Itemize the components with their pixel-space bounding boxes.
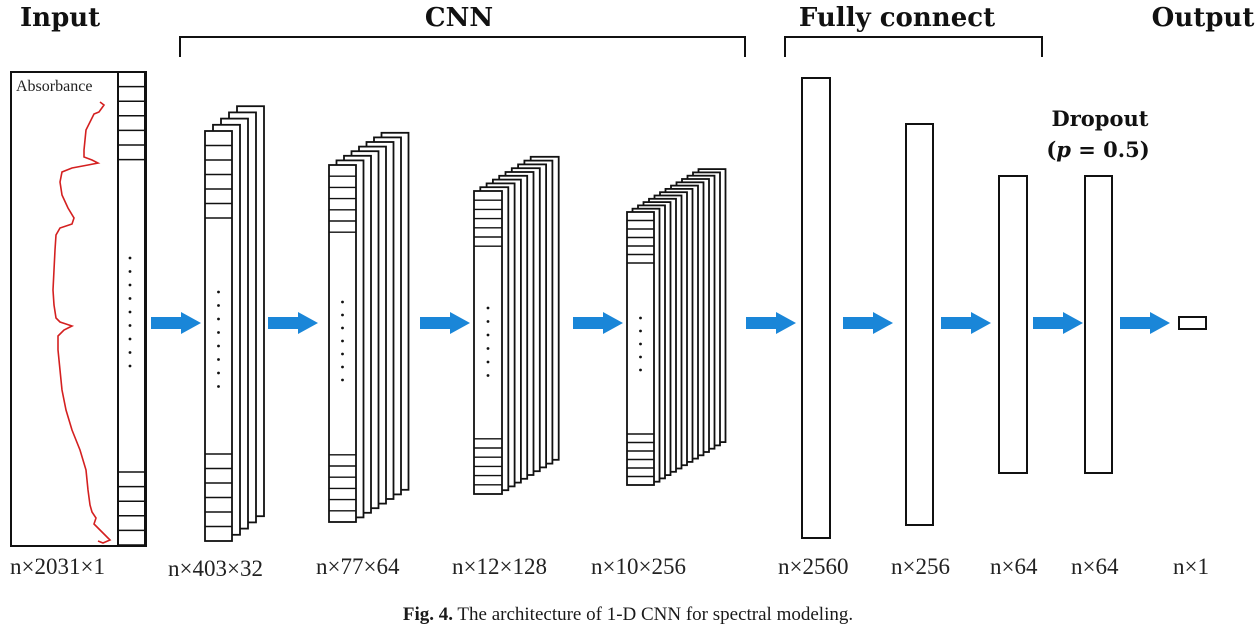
- cnn-bracket: [179, 36, 746, 57]
- ellipsis-dot: [128, 297, 132, 300]
- ellipsis-dot: [341, 365, 344, 369]
- ellipsis-dot: [128, 351, 132, 354]
- dim-conv-1: n×403×32: [168, 556, 263, 581]
- dim-conv-4: n×10×256: [591, 554, 686, 579]
- feature-map: [473, 190, 503, 495]
- flow-arrows: [151, 312, 1170, 334]
- flow-arrow: [746, 312, 796, 334]
- dim-fc-1: n×2560: [778, 554, 848, 579]
- ellipsis-dot: [217, 385, 220, 388]
- header-input: Input: [20, 3, 100, 33]
- conv-block-4: [626, 168, 727, 486]
- conv-block-1: [204, 105, 265, 542]
- ellipsis-dot: [341, 339, 344, 343]
- caption-text: The architecture of 1-D CNN for spectral…: [457, 604, 854, 625]
- ellipsis-dot: [341, 352, 344, 356]
- fc-layer-3: [998, 175, 1028, 474]
- flow-arrow: [573, 312, 623, 334]
- absorbance-label: Absorbance: [16, 78, 92, 95]
- ellipsis-dot: [128, 256, 132, 260]
- input-vector: [117, 71, 146, 547]
- fc-layer-2: [905, 123, 934, 526]
- dim-fc-3: n×64: [990, 554, 1038, 579]
- dropout-label: Dropout: [1052, 106, 1149, 131]
- ellipsis-dot: [341, 378, 344, 382]
- fc-layer-1: [801, 77, 831, 539]
- conv-block-3: [473, 155, 560, 495]
- flow-arrow: [151, 312, 201, 334]
- dim-output: n×1: [1173, 554, 1209, 579]
- dim-fc-4: n×64: [1071, 554, 1119, 579]
- ellipsis-dot: [217, 331, 220, 334]
- ellipsis-dot: [128, 310, 132, 314]
- header-fully-connect: Fully connect: [799, 3, 995, 33]
- ellipsis-dot: [486, 333, 490, 337]
- absorbance-curve: [52, 101, 112, 544]
- ellipsis-dot: [128, 324, 132, 327]
- ellipsis-dot: [217, 371, 220, 375]
- ellipsis-dot: [486, 320, 490, 323]
- conv-block-2: [328, 131, 410, 523]
- ellipsis-dot: [639, 355, 642, 359]
- feature-map: [204, 130, 233, 542]
- figure-caption: Fig. 4. The architecture of 1-D CNN for …: [0, 604, 1256, 626]
- ellipsis-dot: [128, 283, 132, 287]
- flow-arrow: [941, 312, 991, 334]
- flow-arrow: [420, 312, 470, 334]
- ellipsis-dot: [217, 317, 220, 321]
- flow-arrow: [268, 312, 318, 334]
- ellipsis-dot: [128, 270, 132, 273]
- caption-label: Fig. 4.: [402, 604, 453, 625]
- ellipsis-dot: [128, 364, 132, 368]
- ellipsis-dot: [486, 360, 490, 364]
- feature-map: [328, 164, 357, 523]
- ellipsis-dot: [486, 347, 490, 350]
- dim-conv-2: n×77×64: [316, 554, 400, 579]
- ellipsis-dot: [639, 368, 642, 372]
- ellipsis-dot: [486, 306, 490, 310]
- ellipsis-dot: [217, 358, 220, 361]
- dim-fc-2: n×256: [891, 554, 950, 579]
- header-output: Output: [1152, 3, 1255, 33]
- fully-connect-bracket: [784, 36, 1043, 57]
- fc-layer-4-dropout: [1084, 175, 1113, 474]
- output-node: [1178, 316, 1207, 330]
- dim-input: n×2031×1: [10, 554, 105, 579]
- flow-arrow: [1033, 312, 1083, 334]
- flow-arrow: [1120, 312, 1170, 334]
- ellipsis-dot: [486, 374, 490, 377]
- ellipsis-dot: [341, 326, 344, 330]
- ellipsis-dot: [217, 304, 220, 307]
- ellipsis-dot: [639, 329, 642, 333]
- input-vector-cells: [118, 85, 145, 546]
- cnn-architecture-diagram: Input CNN Fully connect Output Absorbanc…: [10, 3, 1255, 581]
- feature-map: [626, 211, 655, 486]
- dropout-probability: (p = 0.5): [1046, 137, 1149, 162]
- dim-conv-3: n×12×128: [452, 554, 547, 579]
- flow-arrow: [843, 312, 893, 334]
- input-panel: Absorbance: [10, 71, 147, 547]
- ellipsis-dot: [341, 300, 344, 304]
- ellipsis-dot: [639, 316, 642, 320]
- header-cnn: CNN: [425, 3, 493, 33]
- ellipsis-dot: [639, 342, 642, 346]
- ellipsis-dot: [217, 290, 220, 294]
- ellipsis-dot: [217, 344, 220, 348]
- ellipsis-dot: [128, 337, 132, 341]
- ellipsis-dot: [341, 313, 344, 317]
